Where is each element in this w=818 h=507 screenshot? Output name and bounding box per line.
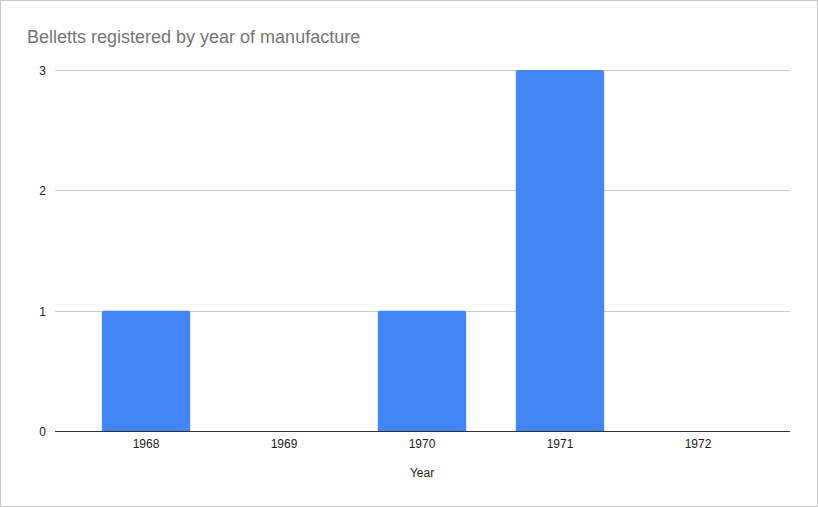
bar <box>516 70 604 431</box>
chart-svg: Belletts registered by year of manufactu… <box>0 0 818 507</box>
bar <box>378 311 466 431</box>
x-axis-line <box>55 431 790 432</box>
grid-line <box>55 431 790 432</box>
grid-line <box>55 190 790 191</box>
x-tick-label: 1968 <box>133 437 160 451</box>
x-tick-label: 1969 <box>271 437 298 451</box>
y-tick-label: 2 <box>39 184 46 198</box>
x-tick-label: 1970 <box>409 437 436 451</box>
x-tick-label: 1972 <box>685 437 712 451</box>
bar <box>102 311 190 431</box>
bars <box>102 70 742 431</box>
x-axis-label: Year <box>410 466 434 480</box>
chart-container: Belletts registered by year of manufactu… <box>0 0 818 507</box>
x-tick-label: 1971 <box>547 437 574 451</box>
y-tick-label: 0 <box>39 425 46 439</box>
frame <box>1 1 818 507</box>
bar <box>654 431 742 432</box>
y-tick-label: 3 <box>39 64 46 78</box>
y-tick-label: 1 <box>39 305 46 319</box>
title: Belletts registered by year of manufactu… <box>27 27 360 47</box>
bar <box>240 431 328 432</box>
grid-line <box>55 70 790 71</box>
